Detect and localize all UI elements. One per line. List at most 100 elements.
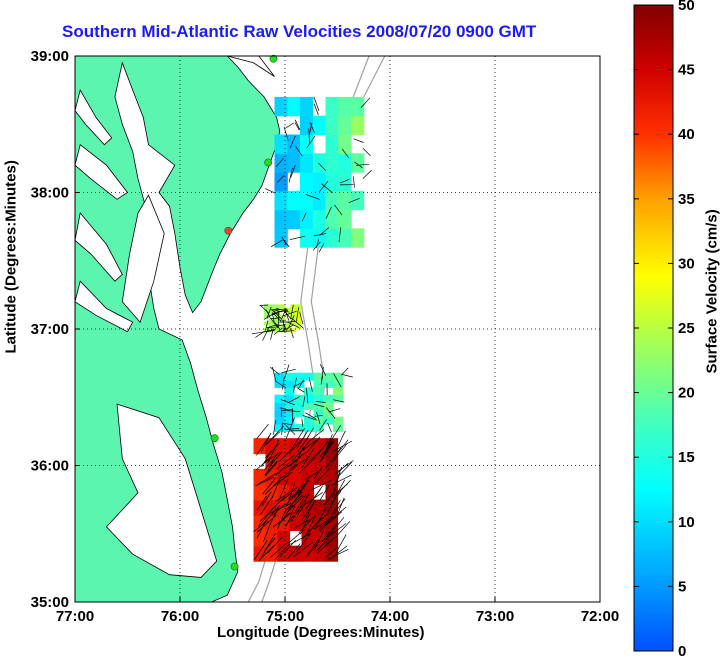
velocity-vector bbox=[280, 308, 287, 322]
velocity-cell bbox=[294, 424, 305, 432]
velocity-cell bbox=[351, 153, 365, 173]
velocity-vector bbox=[293, 377, 297, 393]
velocity-cell bbox=[285, 321, 291, 326]
velocity-vector bbox=[295, 146, 303, 157]
velocity-vector bbox=[286, 321, 300, 329]
velocity-vector bbox=[316, 411, 321, 424]
velocity-cell bbox=[325, 209, 339, 229]
velocity-vector bbox=[292, 446, 304, 470]
velocity-vector bbox=[297, 387, 305, 393]
velocity-cell bbox=[325, 172, 339, 192]
velocity-vector bbox=[321, 366, 324, 382]
velocity-vector bbox=[284, 496, 298, 513]
velocity-vector bbox=[326, 425, 341, 448]
colorbar-ticks: 0 5 10 15 20 25 30 35 40 45 50 bbox=[634, 0, 695, 659]
velocity-vector bbox=[271, 311, 281, 316]
velocity-vector bbox=[290, 164, 296, 178]
velocity-vector bbox=[336, 462, 352, 478]
colorbar-tick-label: 40 bbox=[678, 126, 695, 143]
velocity-cell bbox=[287, 209, 301, 229]
velocity-vector bbox=[307, 429, 324, 444]
velocity-vector bbox=[314, 530, 324, 551]
velocity-vector bbox=[255, 457, 271, 471]
colorbar-tick-label: 25 bbox=[678, 320, 695, 337]
velocity-vector bbox=[262, 504, 281, 525]
velocity-cell bbox=[333, 380, 344, 388]
colorbar-tick-label: 15 bbox=[678, 449, 695, 466]
velocity-vector bbox=[318, 243, 325, 253]
velocity-vector bbox=[289, 135, 296, 149]
velocity-cell bbox=[274, 153, 288, 173]
velocity-cell bbox=[300, 134, 314, 154]
velocity-vector bbox=[259, 544, 270, 561]
velocity-cell bbox=[285, 311, 291, 316]
velocity-cell bbox=[303, 372, 315, 381]
velocity-cell bbox=[290, 307, 296, 312]
velocity-cell bbox=[338, 190, 352, 211]
velocity-vector bbox=[269, 366, 280, 375]
velocity-vector bbox=[284, 428, 300, 430]
velocity-cell bbox=[303, 402, 315, 410]
velocity-vector bbox=[301, 418, 304, 427]
velocity-vector bbox=[259, 304, 269, 313]
velocity-vector bbox=[296, 533, 311, 553]
velocity-vector bbox=[263, 312, 276, 320]
velocity-vector bbox=[256, 423, 269, 440]
velocity-vector bbox=[288, 457, 309, 470]
velocity-cell bbox=[294, 394, 305, 403]
velocity-vector bbox=[270, 318, 279, 329]
velocity-cell bbox=[253, 545, 267, 562]
velocity-cell bbox=[294, 409, 305, 418]
velocity-cell bbox=[338, 96, 352, 117]
velocity-cell bbox=[285, 307, 291, 312]
velocity-vector bbox=[280, 399, 295, 406]
colorbar-tick-label: 5 bbox=[678, 578, 686, 595]
velocity-cell bbox=[325, 499, 339, 516]
velocity-vector bbox=[323, 489, 337, 506]
station-marker bbox=[230, 562, 239, 571]
velocity-cell bbox=[325, 468, 339, 485]
velocity-cell bbox=[274, 172, 288, 192]
velocity-vector bbox=[261, 491, 272, 507]
velocity-cell bbox=[312, 190, 327, 211]
velocity-vector bbox=[316, 506, 327, 528]
colorbar bbox=[633, 4, 674, 652]
velocity-vector bbox=[285, 417, 295, 440]
velocity-cell bbox=[274, 228, 288, 248]
velocity-cell bbox=[313, 402, 324, 410]
grid-lines bbox=[75, 56, 600, 602]
velocity-vector bbox=[316, 401, 326, 403]
velocity-cell bbox=[294, 372, 305, 381]
velocity-cell bbox=[289, 545, 303, 562]
velocity-cell bbox=[279, 304, 286, 309]
velocity-cell bbox=[264, 328, 270, 333]
velocity-cell bbox=[312, 153, 327, 173]
velocity-vector bbox=[254, 540, 268, 561]
velocity-vector bbox=[332, 483, 348, 497]
velocity-vector bbox=[272, 503, 286, 516]
velocity-vector bbox=[273, 420, 276, 435]
velocity-vector bbox=[265, 431, 281, 446]
velocity-vector bbox=[291, 505, 302, 523]
velocity-cell bbox=[325, 96, 339, 117]
velocity-cell bbox=[284, 409, 295, 418]
velocity-vector bbox=[308, 128, 310, 145]
velocity-cell bbox=[325, 484, 339, 501]
velocity-vector bbox=[310, 480, 332, 491]
velocity-vector bbox=[314, 414, 323, 417]
velocity-vector bbox=[319, 516, 334, 532]
velocity-cell bbox=[269, 321, 275, 326]
velocity-vector bbox=[271, 471, 293, 489]
velocity-cell bbox=[277, 438, 291, 455]
velocity-vector bbox=[283, 126, 289, 142]
velocity-vector bbox=[316, 539, 329, 552]
x-axis-label: Longitude (Degrees:Minutes) bbox=[217, 624, 425, 641]
velocity-vector bbox=[265, 320, 269, 331]
velocity-vector bbox=[328, 408, 341, 413]
velocity-vector bbox=[290, 328, 294, 339]
velocity-vector bbox=[284, 311, 292, 320]
velocity-vector bbox=[284, 364, 290, 380]
velocity-cell bbox=[313, 438, 327, 455]
velocity-vector bbox=[290, 235, 305, 240]
